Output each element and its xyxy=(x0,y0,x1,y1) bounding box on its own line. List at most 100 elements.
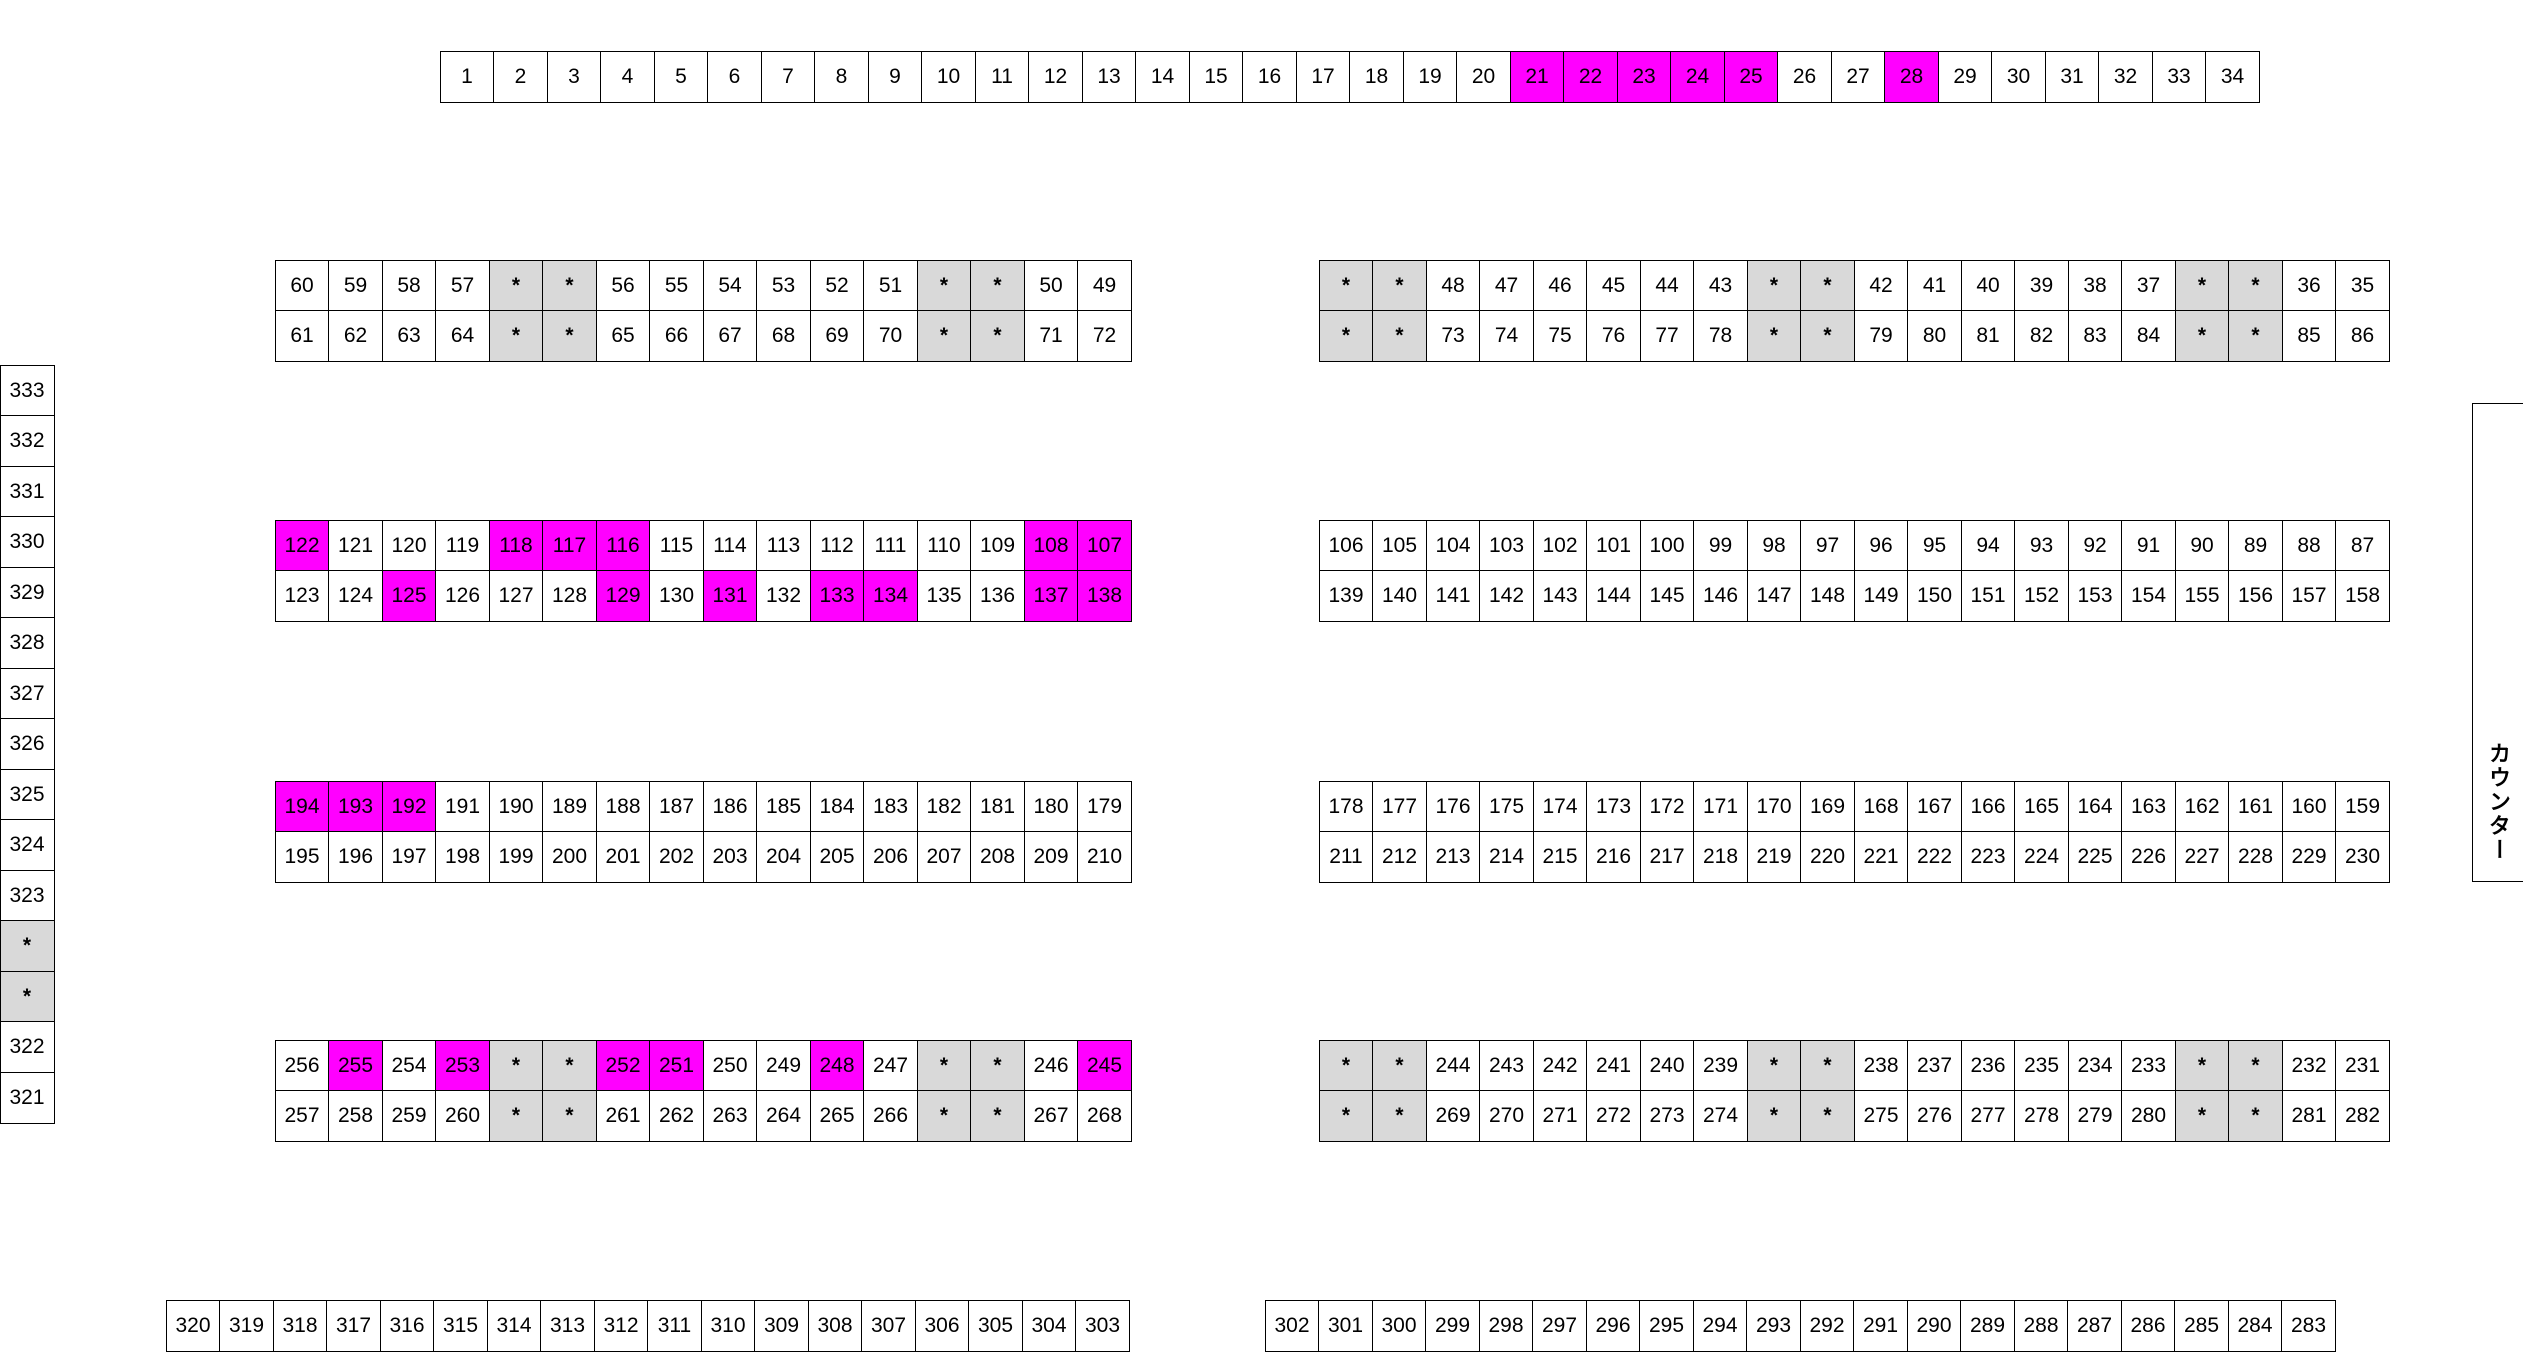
seat-reserved[interactable]: 131 xyxy=(702,570,758,622)
seat[interactable]: 162 xyxy=(2174,780,2230,833)
seat[interactable]: 41 xyxy=(1907,259,1962,312)
seat[interactable]: 311 xyxy=(647,1299,702,1352)
seat-reserved[interactable]: 125 xyxy=(381,570,437,622)
seat[interactable]: 262 xyxy=(649,1090,704,1142)
seat[interactable]: 58 xyxy=(381,259,437,312)
seat[interactable]: 151 xyxy=(1960,570,2016,622)
seat[interactable]: 179 xyxy=(1077,780,1132,833)
seat[interactable]: 163 xyxy=(2121,780,2176,833)
seat[interactable]: 78 xyxy=(1693,310,1748,362)
seat[interactable]: 50 xyxy=(1023,259,1079,312)
seat[interactable]: 113 xyxy=(756,519,811,572)
seat[interactable]: 182 xyxy=(916,780,972,833)
seat[interactable]: 74 xyxy=(1479,310,1534,362)
seat[interactable]: 110 xyxy=(916,519,972,572)
seat[interactable]: 158 xyxy=(2335,570,2390,622)
seat[interactable]: 203 xyxy=(702,831,758,883)
seat[interactable]: 256 xyxy=(274,1039,330,1092)
seat[interactable]: 278 xyxy=(2014,1090,2069,1142)
seat[interactable]: 224 xyxy=(2014,831,2069,883)
seat[interactable]: 284 xyxy=(2227,1299,2283,1352)
seat[interactable]: 34 xyxy=(2205,50,2260,103)
seat[interactable]: 290 xyxy=(1906,1299,1962,1352)
seat-reserved[interactable]: 118 xyxy=(488,519,544,572)
seat[interactable]: 190 xyxy=(488,780,544,833)
seat-reserved[interactable]: 107 xyxy=(1077,519,1132,572)
seat[interactable]: 92 xyxy=(2067,519,2123,572)
seat[interactable]: 312 xyxy=(593,1299,649,1352)
seat[interactable]: 181 xyxy=(970,780,1025,833)
seat[interactable]: 114 xyxy=(702,519,758,572)
seat[interactable]: 240 xyxy=(1639,1039,1695,1092)
seat-reserved[interactable]: 253 xyxy=(435,1039,490,1092)
seat[interactable]: 172 xyxy=(1639,780,1695,833)
seat[interactable]: 286 xyxy=(2120,1299,2176,1352)
seat[interactable]: 305 xyxy=(968,1299,1023,1352)
seat-reserved[interactable]: 28 xyxy=(1884,50,1939,103)
seat[interactable]: 149 xyxy=(1853,570,1909,622)
seat[interactable]: 201 xyxy=(595,831,651,883)
seat[interactable]: 165 xyxy=(2014,780,2069,833)
seat-reserved[interactable]: 129 xyxy=(595,570,651,622)
seat[interactable]: 10 xyxy=(921,50,976,103)
seat[interactable]: 19 xyxy=(1402,50,1458,103)
seat[interactable]: 166 xyxy=(1960,780,2016,833)
seat-reserved[interactable]: 25 xyxy=(1723,50,1779,103)
seat[interactable]: 218 xyxy=(1693,831,1748,883)
seat[interactable]: 292 xyxy=(1799,1299,1855,1352)
seat[interactable]: 321 xyxy=(0,1071,55,1124)
seat[interactable]: 144 xyxy=(1586,570,1641,622)
seat[interactable]: 189 xyxy=(542,780,597,833)
seat[interactable]: 184 xyxy=(809,780,865,833)
seat[interactable]: 167 xyxy=(1907,780,1962,833)
seat-reserved[interactable]: 134 xyxy=(863,570,918,622)
seat[interactable]: 20 xyxy=(1456,50,1511,103)
seat[interactable]: 276 xyxy=(1907,1090,1962,1142)
seat[interactable]: 186 xyxy=(702,780,758,833)
seat[interactable]: 229 xyxy=(2281,831,2337,883)
seat[interactable]: 148 xyxy=(1800,570,1855,622)
seat[interactable]: 66 xyxy=(649,310,704,362)
seat[interactable]: 164 xyxy=(2067,780,2123,833)
seat[interactable]: 159 xyxy=(2335,780,2390,833)
seat[interactable]: 126 xyxy=(435,570,490,622)
seat-reserved[interactable]: 23 xyxy=(1616,50,1672,103)
seat[interactable]: 112 xyxy=(809,519,865,572)
seat[interactable]: 220 xyxy=(1800,831,1855,883)
seat[interactable]: 156 xyxy=(2228,570,2283,622)
seat[interactable]: 45 xyxy=(1586,259,1641,312)
seat[interactable]: 30 xyxy=(1991,50,2046,103)
seat[interactable]: 29 xyxy=(1937,50,1993,103)
seat[interactable]: 171 xyxy=(1693,780,1748,833)
seat[interactable]: 254 xyxy=(381,1039,437,1092)
seat[interactable]: 306 xyxy=(914,1299,970,1352)
seat[interactable]: 204 xyxy=(756,831,811,883)
seat[interactable]: 11 xyxy=(974,50,1030,103)
seat[interactable]: 105 xyxy=(1372,519,1427,572)
seat-reserved[interactable]: 138 xyxy=(1077,570,1132,622)
seat[interactable]: 132 xyxy=(756,570,811,622)
seat[interactable]: 127 xyxy=(488,570,544,622)
seat[interactable]: 27 xyxy=(1830,50,1886,103)
seat[interactable]: 242 xyxy=(1532,1039,1588,1092)
seat[interactable]: 304 xyxy=(1021,1299,1077,1352)
seat[interactable]: 124 xyxy=(328,570,383,622)
seat[interactable]: 198 xyxy=(435,831,490,883)
seat[interactable]: 315 xyxy=(433,1299,488,1352)
seat[interactable]: 63 xyxy=(381,310,437,362)
seat[interactable]: 266 xyxy=(863,1090,918,1142)
seat[interactable]: 273 xyxy=(1639,1090,1695,1142)
seat[interactable]: 267 xyxy=(1023,1090,1079,1142)
seat[interactable]: 91 xyxy=(2121,519,2176,572)
seat[interactable]: 98 xyxy=(1746,519,1802,572)
seat[interactable]: 268 xyxy=(1077,1090,1132,1142)
seat[interactable]: 291 xyxy=(1853,1299,1908,1352)
seat[interactable]: 227 xyxy=(2174,831,2230,883)
seat[interactable]: 200 xyxy=(542,831,597,883)
seat[interactable]: 226 xyxy=(2121,831,2176,883)
seat[interactable]: 161 xyxy=(2228,780,2283,833)
seat[interactable]: 177 xyxy=(1372,780,1427,833)
seat[interactable]: 109 xyxy=(970,519,1025,572)
seat[interactable]: 302 xyxy=(1264,1299,1320,1352)
seat[interactable]: 77 xyxy=(1639,310,1695,362)
